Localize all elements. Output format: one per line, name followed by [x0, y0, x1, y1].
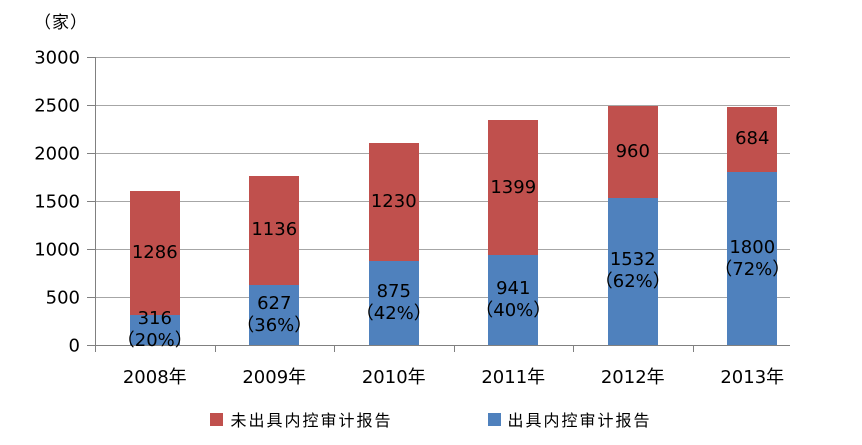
y-axis-tick-label: 1500 [34, 191, 80, 213]
bar-value-label-not-issued: 1286 [131, 241, 178, 263]
y-axis-tick [87, 297, 95, 298]
bar-value-label-not-issued: 684 [735, 128, 770, 150]
bar-segment-issued [607, 197, 658, 345]
y-axis-tick [87, 57, 95, 58]
x-axis-category-label: 2013年 [720, 367, 785, 388]
gridline [95, 249, 790, 250]
legend-label: 出具内控审计报告 [507, 411, 652, 430]
bar-count-label: 316 [137, 307, 172, 329]
legend-swatch-icon [487, 412, 501, 426]
bar-segment-issued [129, 314, 180, 345]
y-axis-tick-label: 2500 [34, 95, 80, 117]
bar-percent-label: （40%） [475, 299, 552, 321]
y-axis-tick [87, 105, 95, 106]
bar-segment-not-issued [368, 142, 419, 261]
bar-count-label: 627 [257, 292, 292, 314]
y-axis-tick-label: 1000 [34, 239, 80, 261]
legend-item: 出具内控审计报告 [487, 407, 652, 431]
bar-value-label-issued: 1800 （72%） [714, 237, 790, 281]
x-axis-tick [95, 345, 96, 352]
y-axis-tick-label: 0 [68, 335, 80, 357]
bar-percent-label: （42%） [355, 303, 432, 324]
bar-value-label-not-issued: 1136 [251, 219, 298, 241]
bar-percent-label: （36%） [236, 314, 313, 336]
x-axis-tick [214, 345, 216, 352]
bar-segment-not-issued [727, 106, 778, 173]
x-axis-tick [573, 345, 574, 352]
gridline [95, 57, 790, 58]
bar-value-label-not-issued: 1399 [490, 176, 537, 198]
x-axis-line [95, 345, 790, 346]
y-axis-line [95, 57, 96, 345]
bar-value-label-not-issued: 960 [615, 140, 650, 162]
bar-segment-issued [727, 172, 778, 345]
legend-label: 未出具内控审计报告 [230, 411, 393, 430]
y-axis-tick-label: 2000 [34, 143, 80, 165]
bar-segment-not-issued [488, 120, 539, 255]
bar-segment-issued [249, 284, 300, 345]
bar-segment-not-issued [129, 191, 180, 315]
bar-value-label-issued: 316 （20%） [117, 308, 193, 352]
x-axis-category-label: 2011年 [481, 367, 546, 388]
bar-count-label: 941 [496, 277, 531, 299]
y-axis-tick [87, 249, 95, 250]
x-axis-category-label: 2008年 [122, 367, 187, 388]
x-axis-tick [453, 345, 455, 352]
bar-segment-issued [368, 261, 419, 345]
bar-segment-not-issued [607, 105, 658, 198]
bar-value-label-issued: 1532 （62%） [595, 249, 671, 293]
bar-count-label: 1800 [729, 236, 776, 258]
bar-value-label-issued: 941 （40%） [475, 278, 551, 322]
x-axis-category-label: 2010年 [361, 367, 426, 388]
bar-value-label-issued: 627 （36%） [236, 293, 312, 337]
bar-value-label-not-issued: 1230 [370, 190, 417, 212]
y-axis-tick-label: 500 [45, 287, 80, 309]
y-axis-tick-label: 3000 [34, 47, 80, 69]
bar-percent-label: （20%） [116, 329, 193, 351]
bar-segment-issued [488, 254, 539, 345]
gridline [95, 297, 790, 298]
bar-count-label: 1532 [609, 249, 656, 271]
x-axis-tick [692, 345, 694, 352]
legend-item: 未出具内控审计报告 [210, 407, 392, 431]
y-axis-unit-label: （家） [34, 13, 88, 33]
gridline [95, 105, 790, 106]
bar-percent-label: （62%） [594, 271, 671, 293]
legend: 未出具内控审计报告 出具内控审计报告 [0, 404, 862, 434]
x-axis-tick [334, 345, 335, 352]
bar-count-label: 875 [376, 281, 411, 302]
bar-value-label-issued: 875 （42%） [356, 281, 432, 325]
legend-swatch-icon [210, 412, 224, 426]
y-axis-tick [87, 153, 95, 154]
gridline [95, 153, 790, 154]
x-axis-category-label: 2009年 [242, 367, 307, 388]
bar-percent-label: （72%） [714, 258, 791, 280]
gridline [95, 201, 790, 202]
bar-segment-not-issued [249, 175, 300, 285]
y-axis-tick [87, 345, 95, 346]
y-axis-tick [87, 201, 95, 202]
x-axis-category-label: 2012年 [600, 367, 665, 388]
